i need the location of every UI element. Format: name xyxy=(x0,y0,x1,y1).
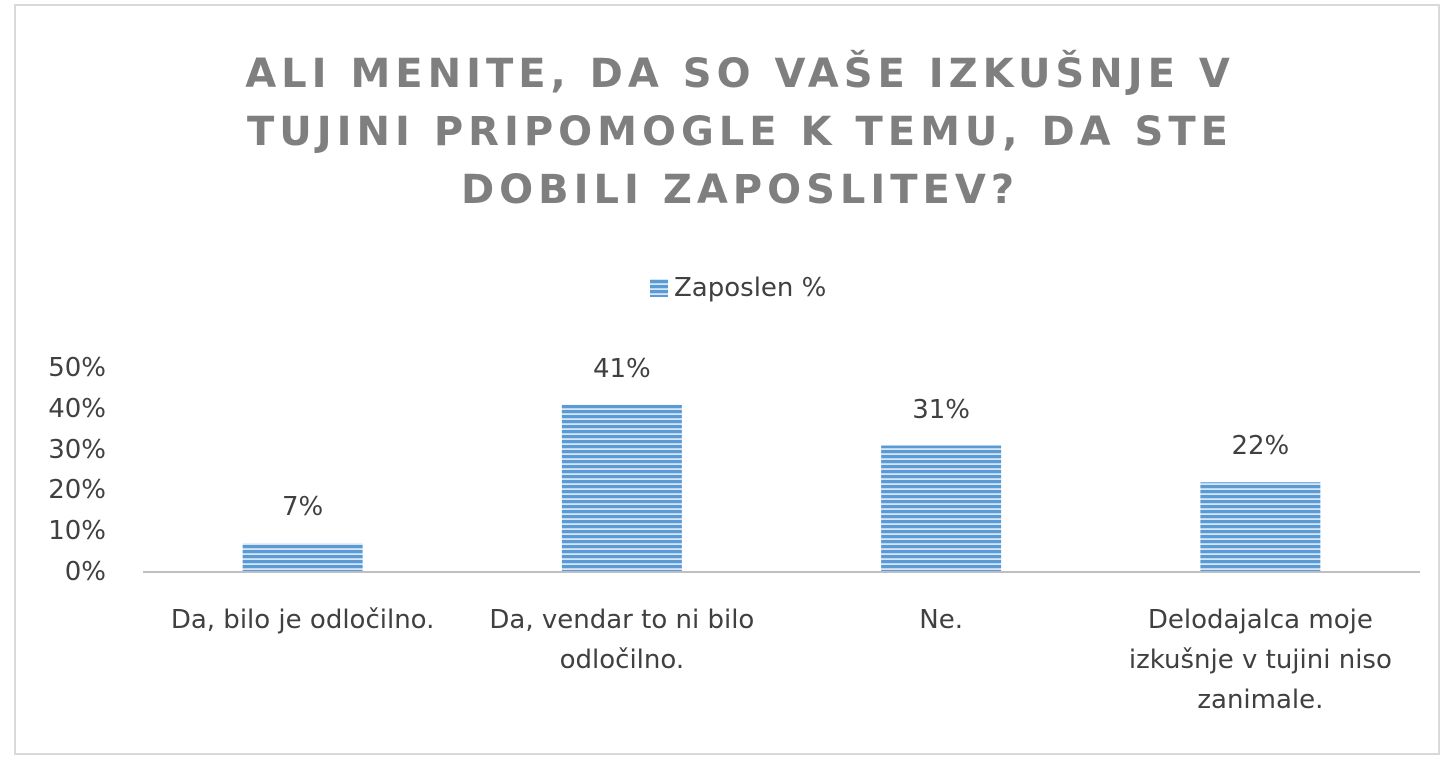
value-label: 31% xyxy=(912,394,971,425)
value-label: 22% xyxy=(1231,431,1290,462)
value-label: 7% xyxy=(282,492,324,523)
x-tick-label: Da, bilo je odločilno. xyxy=(170,605,435,635)
x-tick-label: Delodajalca moje izkušnje v tujini niso … xyxy=(1128,605,1392,715)
x-tick-label: Da, vendar to ni bilo odločilno. xyxy=(489,605,755,675)
bar xyxy=(1200,482,1321,572)
x-tick-label: Ne. xyxy=(919,605,963,635)
y-tick-label: 30% xyxy=(48,434,106,465)
y-tick-label: 10% xyxy=(48,516,106,547)
bar xyxy=(561,404,682,572)
value-label: 41% xyxy=(592,353,651,384)
y-tick-label: 50% xyxy=(48,353,106,383)
legend-swatch xyxy=(650,279,668,297)
y-tick-label: 0% xyxy=(64,557,106,587)
chart-border xyxy=(14,4,1440,755)
y-tick-label: 20% xyxy=(48,475,106,506)
y-tick-label: 40% xyxy=(48,393,106,424)
bar xyxy=(242,543,363,572)
chart-title: ALI MENITE, DA SO VAŠE IZKUŠNJE V TUJINI… xyxy=(245,51,1235,213)
bar xyxy=(881,445,1002,572)
legend-label: Zaposlen % xyxy=(674,273,827,303)
